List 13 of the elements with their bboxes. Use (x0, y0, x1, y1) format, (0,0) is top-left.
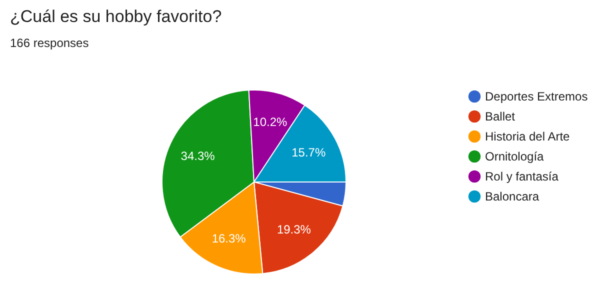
legend-label: Ornitología (485, 150, 544, 164)
data-label: 34.3% (180, 148, 216, 163)
text: 166 responses (10, 36, 89, 50)
legend-label: Ballet (485, 110, 516, 124)
data-label: 16.3% (212, 232, 246, 246)
data-label: 15.7% (292, 146, 326, 160)
legend-label: Deportes Extremos (485, 90, 588, 104)
data-label: 10.2% (253, 115, 288, 130)
data-label: 19.3% (276, 222, 312, 236)
legend-label: Rol y fantasía (485, 170, 559, 184)
chart-title: ¿Cuál es su hobby favorito? (10, 7, 222, 26)
legend-label: Historia del Arte (485, 130, 570, 144)
legend-label: Baloncara (485, 190, 540, 204)
